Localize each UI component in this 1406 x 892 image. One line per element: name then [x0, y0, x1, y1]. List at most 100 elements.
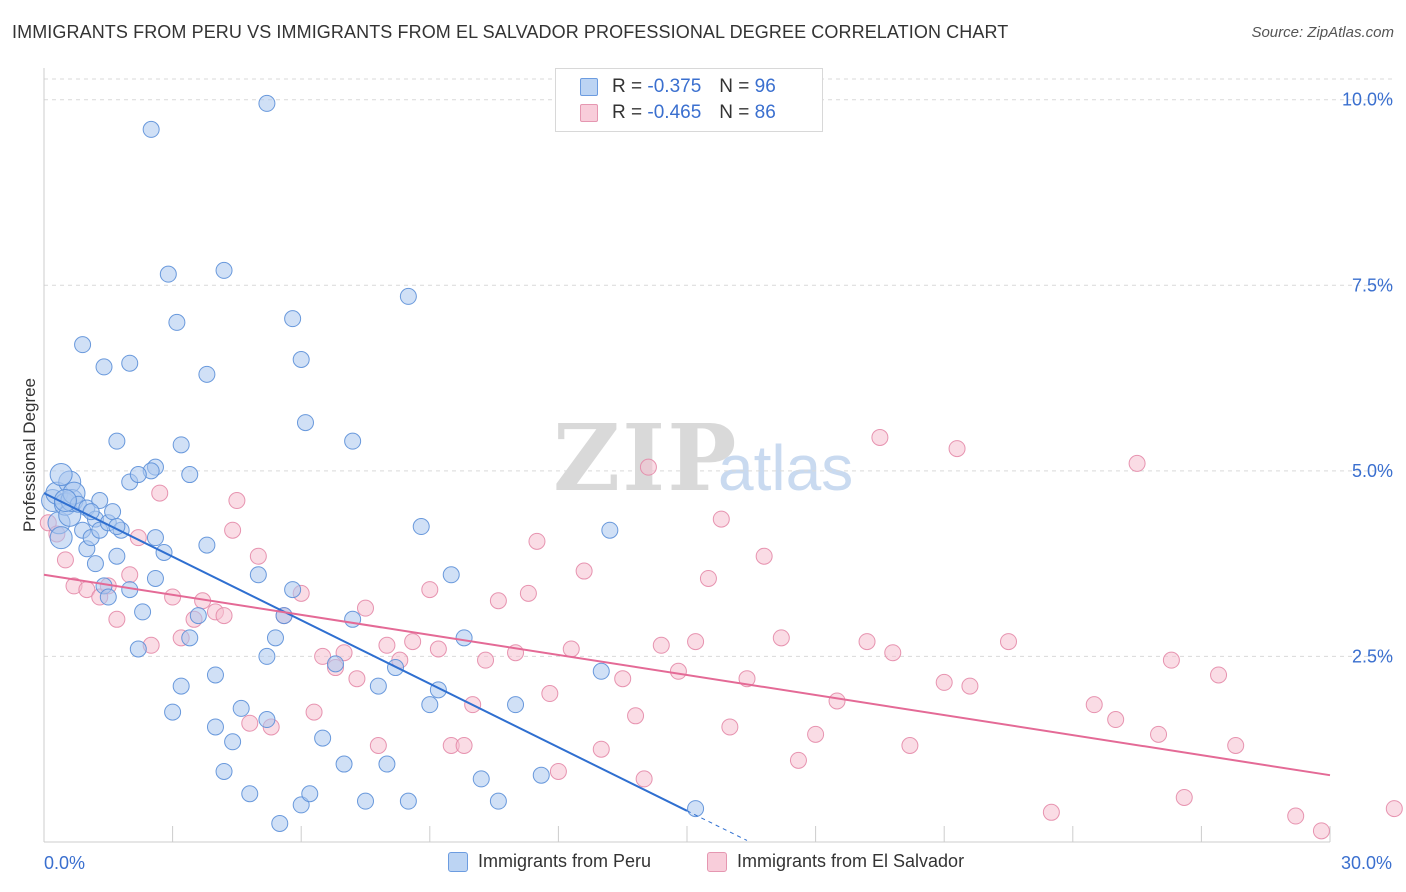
el-salvador-point: [935, 673, 953, 691]
peru-point: [271, 814, 289, 832]
peru-point: [284, 310, 302, 328]
legend-item-el-salvador[interactable]: Immigrants from El Salvador: [707, 851, 964, 872]
peru-point: [532, 766, 550, 784]
peru-point: [224, 733, 242, 751]
peru-point: [507, 696, 525, 714]
peru-point: [206, 718, 224, 736]
salv-n-label: N =: [719, 102, 750, 123]
peru-point: [49, 463, 73, 487]
el-salvador-point: [1312, 822, 1330, 840]
el-salvador-point: [738, 670, 756, 688]
legend-peru-label: Immigrants from Peru: [478, 851, 652, 871]
el-salvador-point: [429, 640, 447, 658]
el-salvador-point: [858, 633, 876, 651]
y-tick-label: 2.5%: [1352, 646, 1393, 666]
el-salvador-point: [755, 547, 773, 565]
watermark-atlas: atlas: [718, 432, 853, 504]
peru-point: [344, 610, 362, 628]
el-salvador-point: [528, 532, 546, 550]
peru-point: [206, 666, 224, 684]
y-tick-label: 7.5%: [1352, 275, 1393, 295]
peru-point: [146, 529, 164, 547]
peru-point: [129, 466, 147, 484]
el-salvador-point: [1128, 454, 1146, 472]
el-salvador-point: [721, 718, 739, 736]
el-salvador-point: [1287, 807, 1305, 825]
peru-point: [215, 261, 233, 279]
peru-point: [146, 569, 164, 587]
peru-point: [95, 358, 113, 376]
el-salvador-point: [228, 492, 246, 510]
peru-point: [284, 581, 302, 599]
peru-point: [189, 607, 207, 625]
x-tick-label: 30.0%: [1341, 853, 1392, 873]
el-salvador-point: [1107, 711, 1125, 729]
peru-point: [314, 729, 332, 747]
el-salvador-swatch: [580, 104, 598, 122]
peru-point: [296, 414, 314, 432]
peru-point: [129, 640, 147, 658]
peru-point: [687, 800, 705, 818]
el-salvador-point: [699, 569, 717, 587]
el-salvador-point: [1150, 725, 1168, 743]
peru-point: [142, 120, 160, 138]
peru-point: [369, 677, 387, 695]
y-tick-label: 5.0%: [1352, 461, 1393, 481]
legend-peru-swatch: [448, 851, 468, 872]
peru-point: [421, 696, 439, 714]
peru-r-label: R =: [612, 76, 643, 97]
el-salvador-point: [871, 428, 889, 446]
el-salvador-point: [828, 692, 846, 710]
el-salvador-point: [164, 588, 182, 606]
peru-point: [86, 555, 104, 573]
el-salvador-point: [1175, 788, 1193, 806]
el-salvador-point: [614, 670, 632, 688]
el-salvador-point: [627, 707, 645, 725]
legend-row-peru: R = -0.375 N = 96: [580, 74, 776, 100]
peru-point: [399, 287, 417, 305]
legend-item-peru[interactable]: Immigrants from Peru: [448, 851, 651, 872]
legend-el-salvador-swatch: [707, 851, 727, 872]
peru-point: [181, 466, 199, 484]
salv-r-value: -0.465: [647, 102, 702, 123]
el-salvador-point: [669, 662, 687, 680]
peru-point: [159, 265, 177, 283]
watermark-zip: ZIP: [553, 404, 738, 512]
el-salvador-point: [121, 566, 139, 584]
peru-point: [134, 603, 152, 621]
peru-point: [357, 792, 374, 810]
chart-source: Source: ZipAtlas.com: [1251, 24, 1394, 41]
el-salvador-point: [369, 737, 387, 754]
el-salvador-trend-line: [43, 573, 1331, 777]
chart-title: IMMIGRANTS FROM PERU VS IMMIGRANTS FROM …: [12, 22, 1009, 42]
peru-point: [181, 629, 199, 647]
peru-point: [292, 351, 310, 368]
peru-point: [335, 755, 353, 773]
el-salvador-point: [639, 458, 657, 476]
el-salvador-point: [519, 584, 537, 602]
peru-point: [258, 711, 276, 729]
peru-point: [258, 647, 276, 665]
peru-point: [301, 785, 319, 803]
el-salvador-point: [241, 714, 259, 732]
el-salvador-point: [404, 633, 422, 651]
el-salvador-point: [652, 636, 670, 654]
series-legend: Immigrants from Peru Immigrants from El …: [0, 851, 1406, 877]
el-salvador-point: [562, 640, 580, 658]
el-salvador-point: [541, 685, 559, 703]
peru-point: [198, 536, 216, 554]
peru-point: [104, 503, 122, 521]
legend-el-salvador-label: Immigrants from El Salvador: [737, 851, 965, 871]
el-salvador-point: [1162, 651, 1180, 669]
peru-swatch: [580, 78, 598, 96]
peru-point: [172, 677, 190, 695]
el-salvador-point: [884, 644, 902, 662]
el-salvador-point: [348, 670, 366, 688]
peru-r-value: -0.375: [647, 76, 702, 97]
peru-point: [489, 792, 507, 810]
peru-point: [215, 762, 233, 780]
el-salvador-point: [1042, 803, 1060, 821]
el-salvador-point: [712, 510, 730, 528]
salv-r-label: R =: [612, 102, 643, 123]
